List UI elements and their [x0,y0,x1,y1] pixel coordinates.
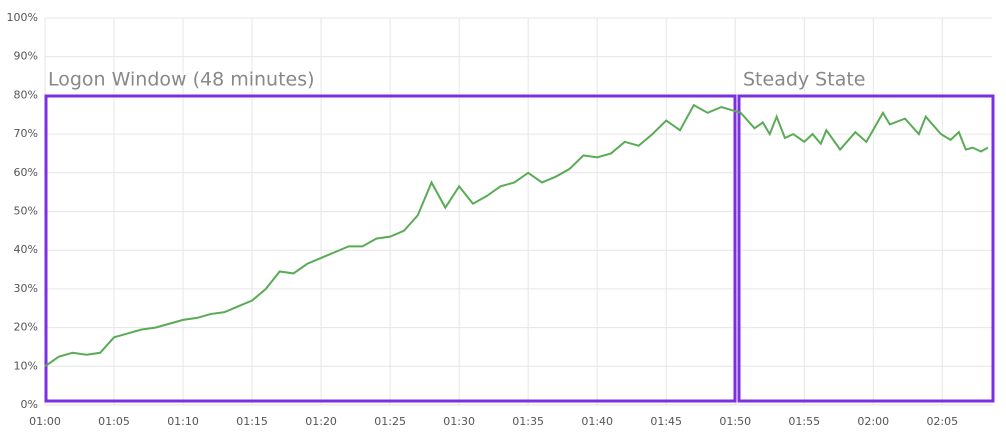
x-tick-label: 01:35 [512,415,544,428]
x-tick-label: 01:40 [581,415,613,428]
line [44,103,989,368]
x-tick-label: 01:10 [167,415,199,428]
y-tick-label: 10% [14,359,38,372]
x-tick-label: 01:05 [98,415,130,428]
x-tick-label: 01:00 [29,415,61,428]
y-tick-label: 20% [14,321,38,334]
x-tick-label: 01:55 [788,415,820,428]
x-tick-label: 01:25 [374,415,406,428]
x-tick-label: 02:00 [857,415,889,428]
x-tick-label: 01:50 [719,415,751,428]
logon-box [44,94,737,403]
x-tick-label: 02:05 [926,415,958,428]
y-tick-label: 70% [14,127,38,140]
y-tick-label: 60% [14,166,38,179]
annotation: Steady State [743,69,865,91]
y-tick-label: 30% [14,282,38,295]
x-tick-label: 01:30 [443,415,475,428]
y-tick-label: 0% [21,398,38,411]
y-tick-label: 90% [14,50,38,63]
x-tick-label: 01:45 [650,415,682,428]
x-tick-label: 01:20 [305,415,337,428]
x-tick-label: 01:15 [236,415,268,428]
steady-box [737,94,995,403]
y-tick-label: 100% [7,11,38,24]
y-tick-label: 40% [14,243,38,256]
y-tick-label: 50% [14,205,38,218]
annotation: Logon Window (48 minutes) [48,69,315,91]
y-tick-label: 80% [14,88,38,101]
